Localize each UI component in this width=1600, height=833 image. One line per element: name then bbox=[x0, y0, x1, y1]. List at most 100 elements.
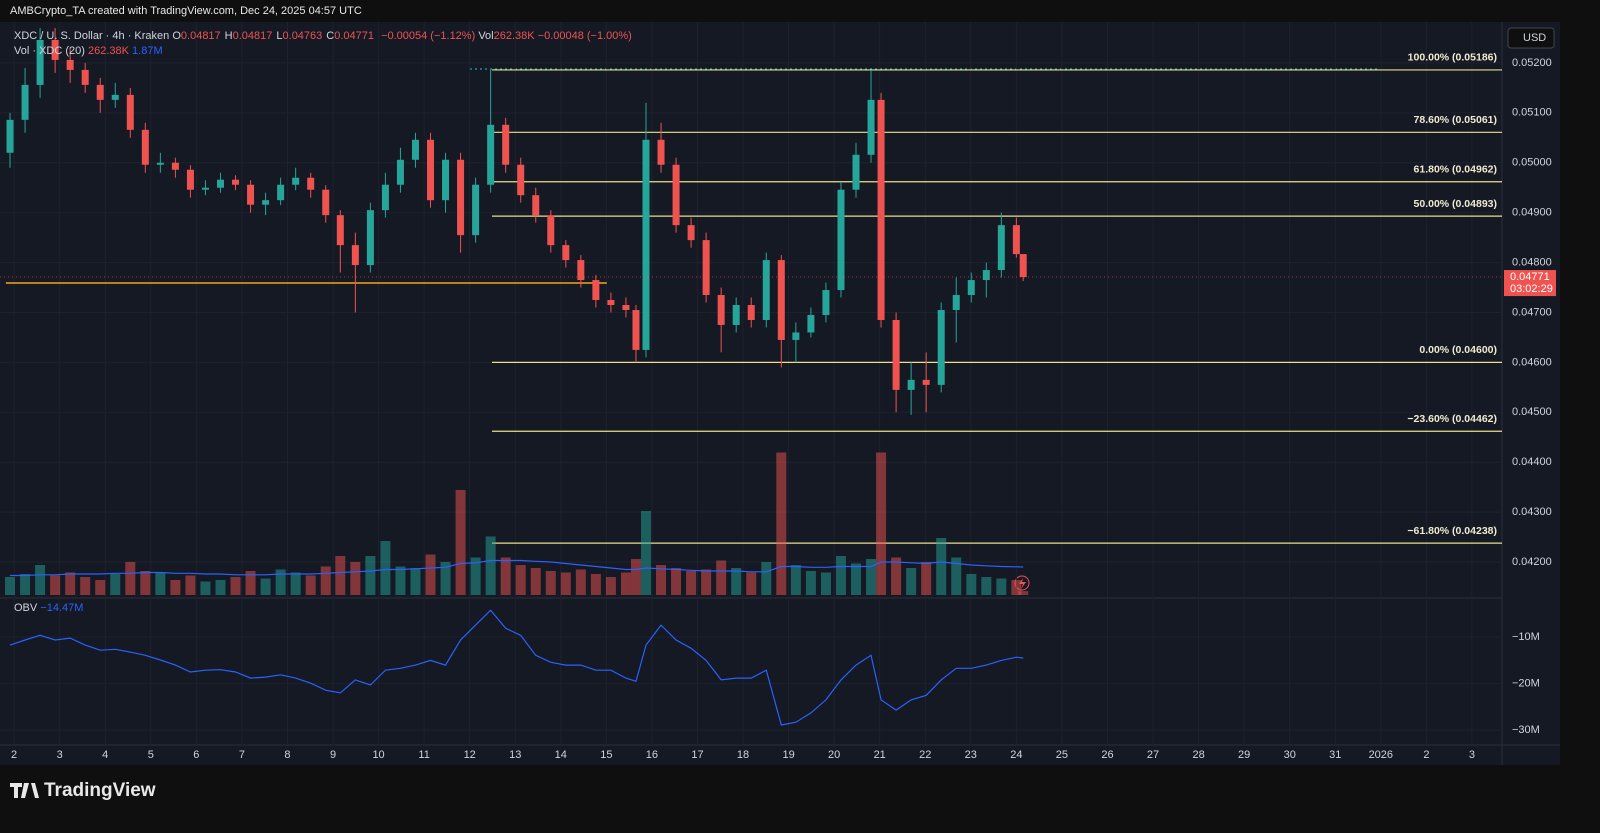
ohlc-value: 0.04771 bbox=[334, 30, 374, 42]
volume-bar bbox=[966, 574, 977, 595]
price-tag-label: 0.04771 bbox=[1510, 271, 1550, 283]
candle-body bbox=[81, 69, 89, 85]
ohlc-key: O bbox=[172, 30, 181, 42]
x-tick-label: 11 bbox=[418, 749, 429, 761]
volume-bar bbox=[485, 536, 496, 595]
volume-bar bbox=[981, 577, 992, 595]
candle-body bbox=[632, 309, 640, 350]
ohlc-value: 0.04817 bbox=[232, 30, 273, 42]
candle-body bbox=[411, 139, 419, 160]
volume-bar bbox=[575, 569, 586, 595]
y-tick-label: 0.04900 bbox=[1512, 207, 1552, 219]
volume-bar bbox=[125, 562, 136, 595]
volume-bar bbox=[761, 562, 772, 595]
candle-body bbox=[36, 39, 44, 85]
candle-body bbox=[577, 260, 585, 281]
candle-body bbox=[922, 379, 930, 385]
candle-body bbox=[532, 195, 540, 216]
candle-body bbox=[937, 309, 945, 385]
alert-icon-bolt bbox=[1019, 578, 1026, 589]
x-tick-label: 4 bbox=[102, 749, 108, 761]
ohlc-value: 0.04763 bbox=[282, 30, 323, 42]
volume-bar bbox=[1011, 580, 1022, 595]
volume-bar bbox=[230, 577, 241, 595]
candle-body bbox=[867, 99, 875, 155]
candle-body bbox=[396, 159, 404, 185]
countdown: 03:02:29 bbox=[1510, 283, 1553, 295]
volume-bar bbox=[500, 557, 511, 595]
currency[interactable]: USD bbox=[1523, 32, 1546, 44]
candle-body bbox=[96, 84, 104, 100]
volume-bar bbox=[425, 554, 436, 595]
volume-bar bbox=[365, 556, 376, 595]
volume-bar bbox=[290, 572, 301, 595]
volume-bar bbox=[20, 574, 31, 595]
volume-bar bbox=[701, 569, 712, 595]
y-tick-label: 0.04700 bbox=[1512, 306, 1552, 318]
candle-body bbox=[6, 119, 14, 153]
candle-body bbox=[657, 139, 665, 165]
candle-body bbox=[717, 295, 725, 325]
candle-body bbox=[517, 164, 525, 196]
logo: TradingView bbox=[44, 780, 156, 801]
volume-bar bbox=[350, 562, 361, 595]
volume-bar bbox=[716, 560, 727, 595]
y-tick-label: 0.04800 bbox=[1512, 256, 1552, 268]
candle-body bbox=[126, 94, 134, 130]
volume-bar bbox=[921, 562, 932, 595]
x-tick-label: 22 bbox=[919, 749, 931, 761]
candle-body bbox=[262, 200, 270, 205]
candle-body bbox=[171, 162, 179, 170]
candle-body bbox=[51, 39, 59, 60]
volume-bar bbox=[215, 580, 226, 595]
volume-bar bbox=[155, 572, 166, 595]
volume-bar bbox=[470, 557, 481, 595]
y-tick-label: 0.04300 bbox=[1512, 506, 1552, 518]
volume-bar bbox=[140, 571, 151, 595]
obv-tick-label: −30M bbox=[1512, 724, 1540, 736]
volume-bar bbox=[630, 559, 641, 595]
x-tick-label: 26 bbox=[1101, 749, 1113, 761]
obv-legend: OBV −14.47M bbox=[14, 602, 83, 614]
candle-body bbox=[1019, 254, 1027, 278]
x-tick-label: 30 bbox=[1284, 749, 1296, 761]
candle-body bbox=[982, 270, 990, 281]
volume-bar bbox=[906, 568, 917, 595]
credit: AMBCrypto_TA created with TradingView.co… bbox=[10, 5, 362, 17]
candle-body bbox=[687, 225, 695, 241]
volume-bar bbox=[320, 566, 331, 595]
candle-body bbox=[111, 94, 119, 100]
candle-body bbox=[487, 124, 495, 185]
volume-bar bbox=[305, 575, 316, 595]
candle-body bbox=[427, 139, 435, 201]
x-tick-label: 5 bbox=[148, 749, 154, 761]
volume-bar bbox=[776, 452, 787, 595]
candle-body bbox=[292, 177, 300, 185]
volume-bar bbox=[560, 572, 571, 595]
x-tick-label: 21 bbox=[874, 749, 886, 761]
obv-value: −14.47M bbox=[40, 602, 84, 614]
currency-button[interactable] bbox=[1507, 27, 1555, 49]
candle-body bbox=[457, 159, 465, 236]
y-tick-label: 0.04600 bbox=[1512, 356, 1552, 368]
candle-body bbox=[472, 184, 480, 236]
x-tick-label: 28 bbox=[1192, 749, 1204, 761]
ohlc-key: H bbox=[224, 30, 233, 42]
fib-label: 78.60% (0.05061) bbox=[1414, 114, 1497, 126]
x-tick-label: 3 bbox=[1469, 749, 1475, 761]
candle-body bbox=[562, 245, 570, 261]
fib-label: 100.00% (0.05186) bbox=[1408, 52, 1497, 64]
obv-name: OBV bbox=[14, 602, 38, 614]
obv-line bbox=[9, 609, 1024, 726]
volume-bar bbox=[820, 572, 831, 595]
y-tick-label: 0.04500 bbox=[1512, 406, 1552, 418]
x-tick-label: 2 bbox=[1423, 749, 1429, 761]
ohlc: O0.04817 H0.04817 L0.04763 C0.04771 bbox=[172, 30, 378, 42]
x-tick-label: 27 bbox=[1147, 749, 1159, 761]
symbol: XDC / U. S. Dollar · 4h · Kraken bbox=[14, 30, 170, 42]
volume-bar bbox=[275, 569, 286, 595]
x-tick-label: 12 bbox=[464, 749, 476, 761]
volume-bar bbox=[50, 575, 61, 595]
logo-mark bbox=[10, 783, 39, 798]
candle-body bbox=[381, 184, 389, 211]
